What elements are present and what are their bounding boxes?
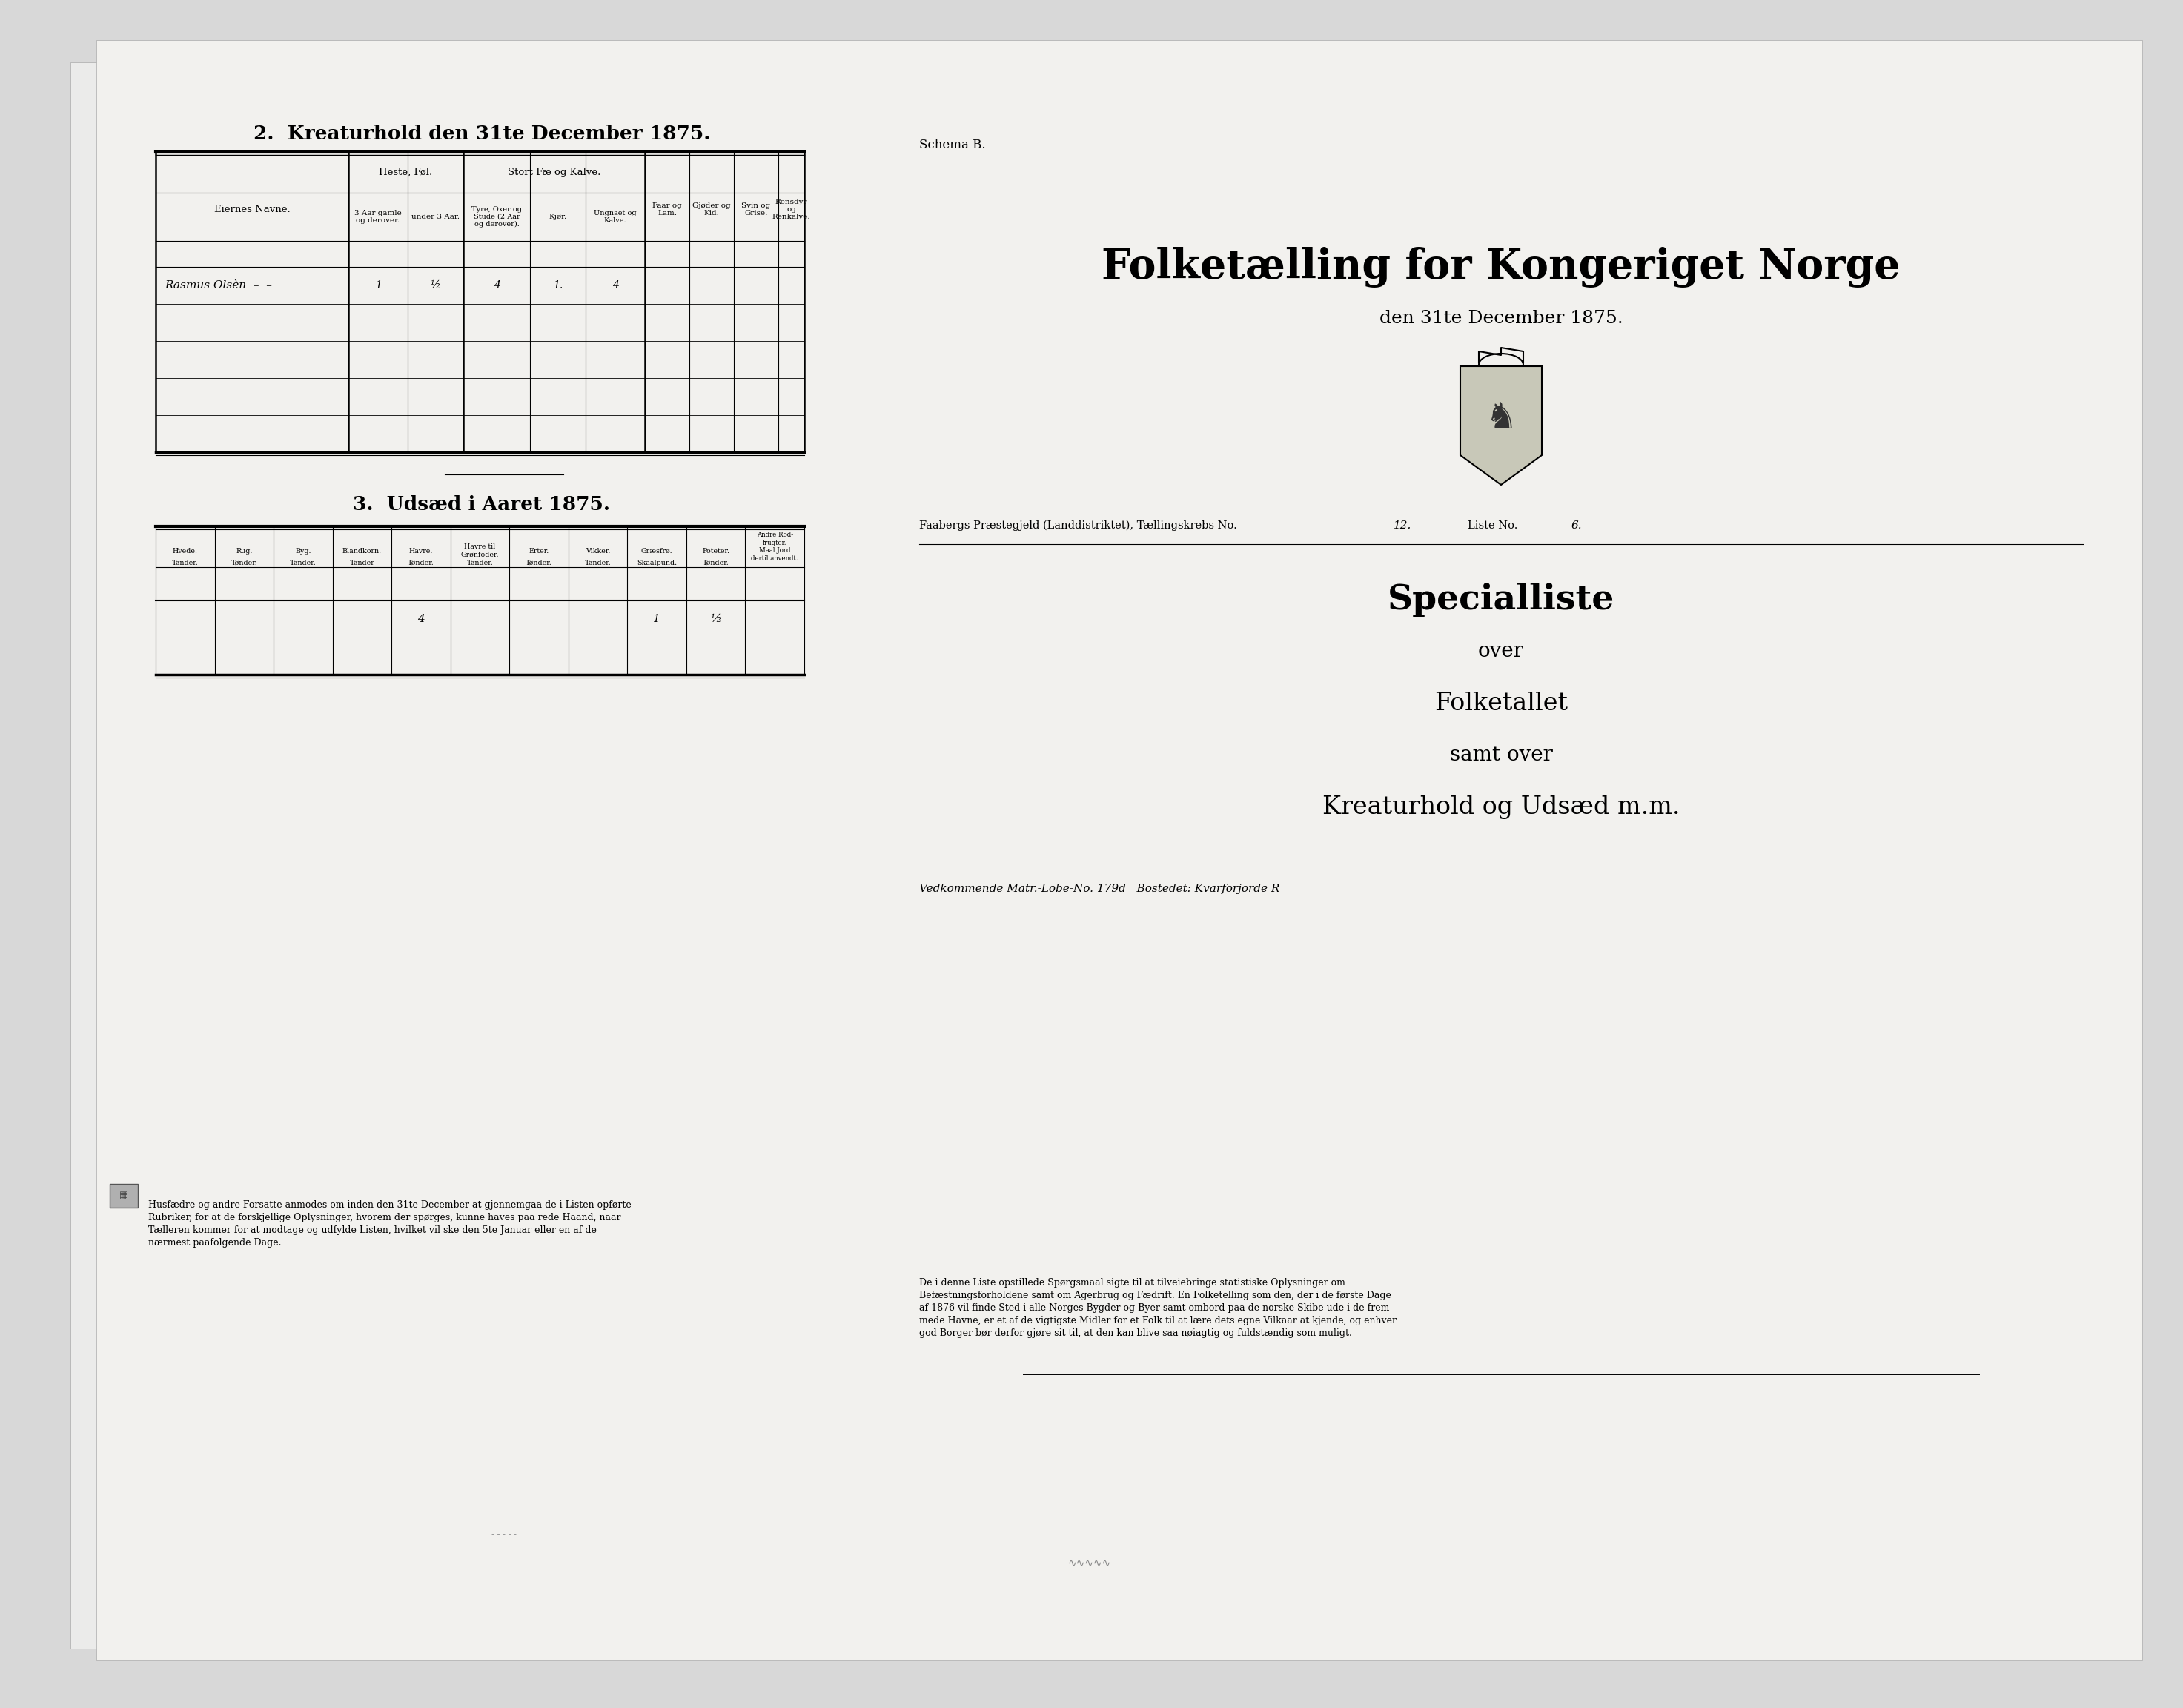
Text: Kjør.: Kjør.	[548, 214, 568, 220]
Text: Heste, Føl.: Heste, Føl.	[380, 167, 432, 178]
Text: Tønder.: Tønder.	[231, 559, 258, 565]
Text: ♞: ♞	[1484, 400, 1517, 436]
Text: Kreaturhold og Udsæd m.m.: Kreaturhold og Udsæd m.m.	[1323, 796, 1681, 820]
Text: Tønder.: Tønder.	[526, 559, 552, 565]
Text: Havre til
Grønfoder.: Havre til Grønfoder.	[461, 543, 500, 559]
Text: den 31te December 1875.: den 31te December 1875.	[1380, 311, 1622, 328]
Text: Gjøder og
Kid.: Gjøder og Kid.	[692, 202, 731, 217]
Text: 12.: 12.	[1393, 521, 1412, 531]
Text: De i denne Liste opstillede Spørgsmaal sigte til at tilveiebringe statistiske Op: De i denne Liste opstillede Spørgsmaal s…	[919, 1278, 1397, 1337]
Text: samt over: samt over	[1450, 745, 1552, 765]
Text: Hvede.: Hvede.	[172, 548, 199, 553]
Text: Husfædre og andre Forsatte anmodes om inden den 31te December at gjennemgaa de i: Husfædre og andre Forsatte anmodes om in…	[148, 1201, 631, 1247]
Text: Svin og
Grise.: Svin og Grise.	[742, 202, 771, 217]
Text: 3 Aar gamle
og derover.: 3 Aar gamle og derover.	[354, 210, 402, 224]
Text: Faabergs Præstegjeld (Landdistriktet), Tællingskrebs No.: Faabergs Præstegjeld (Landdistriktet), T…	[919, 521, 1238, 531]
Text: - - - - -: - - - - -	[491, 1530, 517, 1537]
Text: over: over	[1478, 642, 1524, 661]
Text: Ungnaet og
Kalve.: Ungnaet og Kalve.	[594, 210, 637, 224]
Bar	[70, 61, 886, 1648]
Text: Specialliste: Specialliste	[1388, 582, 1615, 617]
Text: Byg.: Byg.	[295, 548, 310, 553]
Text: Poteter.: Poteter.	[703, 548, 729, 553]
Polygon shape	[1460, 366, 1541, 485]
Text: ▦: ▦	[120, 1190, 129, 1201]
Text: 1: 1	[653, 613, 661, 623]
Text: Tønder.: Tønder.	[585, 559, 611, 565]
Text: 4: 4	[417, 613, 426, 623]
Text: Tønder.: Tønder.	[172, 559, 199, 565]
Text: 6.: 6.	[1572, 521, 1583, 531]
Text: Andre Rod-
frugter.
Maal Jord
dertil anvendt.: Andre Rod- frugter. Maal Jord dertil anv…	[751, 531, 799, 562]
Text: ½: ½	[709, 613, 720, 623]
Text: 1: 1	[375, 280, 382, 290]
Text: under 3 Aar.: under 3 Aar.	[410, 214, 461, 220]
Text: 1.: 1.	[552, 280, 563, 290]
Text: ½: ½	[430, 280, 441, 290]
Text: 3.  Udsæd i Aaret 1875.: 3. Udsæd i Aaret 1875.	[354, 495, 611, 514]
Text: Erter.: Erter.	[528, 548, 550, 553]
Text: Stort Fæ og Kalve.: Stort Fæ og Kalve.	[509, 167, 600, 178]
Text: Liste No.: Liste No.	[1467, 521, 1517, 531]
Text: 2.  Kreaturhold den 31te December 1875.: 2. Kreaturhold den 31te December 1875.	[253, 125, 709, 143]
Text: 4: 4	[611, 280, 618, 290]
Text: Rensdyr
og
Renkalve.: Rensdyr og Renkalve.	[773, 198, 810, 220]
Text: Eiernes Navne.: Eiernes Navne.	[214, 205, 290, 214]
Text: Havre.: Havre.	[408, 548, 432, 553]
Text: Rasmus Olsèn  –  –: Rasmus Olsèn – –	[164, 280, 273, 290]
Bar	[109, 1184, 138, 1208]
Text: Schema B.: Schema B.	[919, 138, 985, 150]
Text: Tønder.: Tønder.	[703, 559, 729, 565]
Text: Tyre, Oxer og
Stude (2 Aar
og derover).: Tyre, Oxer og Stude (2 Aar og derover).	[472, 205, 522, 227]
Text: Græsfrø.: Græsfrø.	[642, 548, 672, 553]
Text: Faar og
Lam.: Faar og Lam.	[653, 202, 681, 217]
Text: Skaalpund.: Skaalpund.	[637, 559, 677, 565]
Text: Vedkommende Matr.-Lobe-No. 179d   Bostedet: Kvarforjorde R: Vedkommende Matr.-Lobe-No. 179d Bostedet…	[919, 883, 1279, 893]
Text: ∿∿∿∿∿: ∿∿∿∿∿	[1067, 1558, 1111, 1568]
Text: Folketallet: Folketallet	[1434, 692, 1567, 716]
Text: Tønder.: Tønder.	[467, 559, 493, 565]
Text: Tønder.: Tønder.	[290, 559, 317, 565]
Text: Rug.: Rug.	[236, 548, 253, 553]
Text: Tønder: Tønder	[349, 559, 375, 565]
Text: Folketælling for Kongeriget Norge: Folketælling for Kongeriget Norge	[1102, 246, 1901, 287]
Text: Blandkorn.: Blandkorn.	[343, 548, 382, 553]
Text: Tønder.: Tønder.	[408, 559, 434, 565]
Text: 4: 4	[493, 280, 500, 290]
Text: Vikker.: Vikker.	[585, 548, 611, 553]
